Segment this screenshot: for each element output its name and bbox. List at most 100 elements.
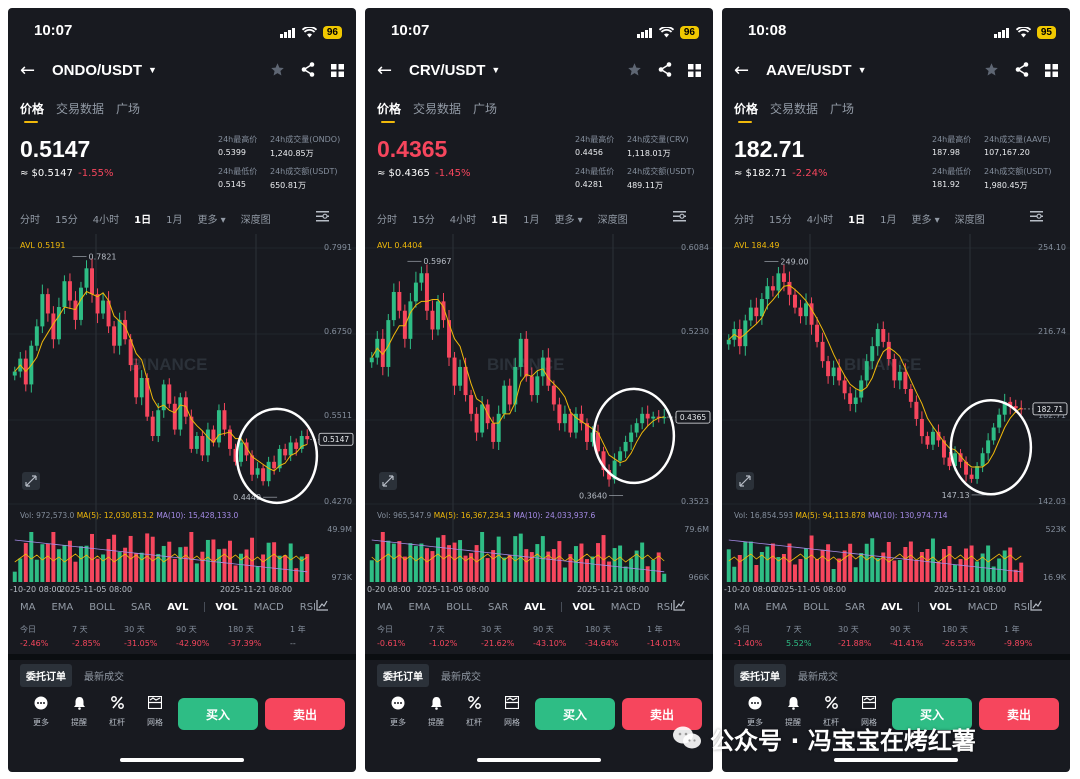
sell-button[interactable]: 卖出	[265, 698, 345, 730]
interval-depth[interactable]: 深度图	[597, 215, 628, 226]
pair-selector[interactable]: ONDO/USDT ▼	[52, 62, 157, 79]
indicator-macd[interactable]: MACD	[610, 601, 641, 613]
indicator-ema[interactable]: EMA	[408, 601, 431, 613]
buy-button[interactable]: 买入	[178, 698, 258, 730]
interval-1m[interactable]: 1月	[523, 215, 540, 226]
interval-depth[interactable]: 深度图	[954, 215, 985, 226]
star-icon[interactable]	[984, 62, 999, 81]
indicator-rsi[interactable]: RSI	[299, 601, 316, 613]
tab-open-orders[interactable]: 委托订单	[377, 664, 429, 687]
back-arrow-icon[interactable]: ←	[377, 60, 393, 81]
indicator-avl[interactable]: AVL	[167, 601, 189, 613]
action-more[interactable]: 更多	[736, 696, 774, 728]
indicator-macd[interactable]: MACD	[253, 601, 284, 613]
chart-settings-icon[interactable]	[673, 210, 686, 225]
sell-button[interactable]: 卖出	[979, 698, 1059, 730]
tab-trade-data[interactable]: 交易数据	[56, 102, 105, 116]
indicator-settings-icon[interactable]	[1030, 600, 1042, 614]
expand-icon[interactable]	[22, 472, 40, 490]
pair-selector[interactable]: AAVE/USDT ▼	[766, 62, 866, 79]
interval-1m[interactable]: 1月	[166, 215, 183, 226]
tab-latest-trades[interactable]: 最新成交	[84, 672, 124, 683]
tab-price[interactable]: 价格	[734, 102, 759, 123]
layout-grid-icon[interactable]	[1045, 62, 1058, 81]
sell-button[interactable]: 卖出	[622, 698, 702, 730]
interval-15m[interactable]: 15分	[769, 215, 792, 226]
action-grid[interactable]: 网格	[493, 695, 531, 728]
action-more[interactable]: 更多	[379, 696, 417, 728]
action-percent[interactable]: 杠杆	[455, 696, 493, 728]
indicator-boll[interactable]: BOLL	[446, 601, 472, 613]
interval-15m[interactable]: 15分	[55, 215, 78, 226]
indicator-ma[interactable]: MA	[734, 601, 750, 613]
share-icon[interactable]	[658, 62, 672, 81]
interval-time[interactable]: 分时	[377, 215, 397, 226]
tab-square[interactable]: 广场	[116, 102, 141, 116]
indicator-rsi[interactable]: RSI	[1013, 601, 1030, 613]
indicator-boll[interactable]: BOLL	[803, 601, 829, 613]
interval-4h[interactable]: 4小时	[449, 215, 477, 226]
indicator-macd[interactable]: MACD	[967, 601, 998, 613]
indicator-avl[interactable]: AVL	[881, 601, 903, 613]
buy-button[interactable]: 买入	[892, 698, 972, 730]
share-icon[interactable]	[1015, 62, 1029, 81]
star-icon[interactable]	[270, 62, 285, 81]
action-grid[interactable]: 网格	[850, 695, 888, 728]
indicator-settings-icon[interactable]	[673, 600, 685, 614]
kline-chart[interactable]: BINANCE AVL 184.49 254.10 216.74 182.71 142.0…	[722, 234, 1070, 594]
expand-icon[interactable]	[736, 472, 754, 490]
interval-depth[interactable]: 深度图	[240, 215, 271, 226]
interval-1d[interactable]: 1日	[848, 215, 866, 226]
tab-square[interactable]: 广场	[473, 102, 498, 116]
indicator-sar[interactable]: SAR	[844, 601, 866, 613]
action-bell[interactable]: 提醒	[774, 696, 812, 728]
layout-grid-icon[interactable]	[331, 62, 344, 81]
tab-price[interactable]: 价格	[377, 102, 402, 123]
indicator-ma[interactable]: MA	[377, 601, 393, 613]
buy-button[interactable]: 买入	[535, 698, 615, 730]
interval-1d[interactable]: 1日	[134, 215, 152, 226]
share-icon[interactable]	[301, 62, 315, 81]
interval-time[interactable]: 分时	[20, 215, 40, 226]
pair-selector[interactable]: CRV/USDT ▼	[409, 62, 500, 79]
tab-trade-data[interactable]: 交易数据	[413, 102, 462, 116]
indicator-vol[interactable]: VOL	[572, 601, 595, 613]
indicator-settings-icon[interactable]	[316, 600, 328, 614]
indicator-ema[interactable]: EMA	[765, 601, 788, 613]
tab-price[interactable]: 价格	[20, 102, 45, 123]
action-bell[interactable]: 提醒	[60, 696, 98, 728]
back-arrow-icon[interactable]: ←	[734, 60, 750, 81]
indicator-avl[interactable]: AVL	[524, 601, 546, 613]
action-bell[interactable]: 提醒	[417, 696, 455, 728]
action-percent[interactable]: 杠杆	[98, 696, 136, 728]
interval-4h[interactable]: 4小时	[92, 215, 120, 226]
action-grid[interactable]: 网格	[136, 695, 174, 728]
star-icon[interactable]	[627, 62, 642, 81]
indicator-vol[interactable]: VOL	[929, 601, 952, 613]
tab-latest-trades[interactable]: 最新成交	[441, 672, 481, 683]
interval-more[interactable]: 更多 ▾	[197, 215, 226, 226]
interval-4h[interactable]: 4小时	[806, 215, 834, 226]
chart-settings-icon[interactable]	[316, 210, 329, 225]
action-percent[interactable]: 杠杆	[812, 696, 850, 728]
indicator-ema[interactable]: EMA	[51, 601, 74, 613]
indicator-sar[interactable]: SAR	[487, 601, 509, 613]
tab-square[interactable]: 广场	[830, 102, 855, 116]
interval-15m[interactable]: 15分	[412, 215, 435, 226]
interval-1m[interactable]: 1月	[880, 215, 897, 226]
interval-more[interactable]: 更多 ▾	[911, 215, 940, 226]
interval-more[interactable]: 更多 ▾	[554, 215, 583, 226]
back-arrow-icon[interactable]: ←	[20, 60, 36, 81]
tab-open-orders[interactable]: 委托订单	[20, 664, 72, 687]
layout-grid-icon[interactable]	[688, 62, 701, 81]
chart-settings-icon[interactable]	[1030, 210, 1043, 225]
interval-1d[interactable]: 1日	[491, 215, 509, 226]
indicator-boll[interactable]: BOLL	[89, 601, 115, 613]
tab-latest-trades[interactable]: 最新成交	[798, 672, 838, 683]
tab-trade-data[interactable]: 交易数据	[770, 102, 819, 116]
expand-icon[interactable]	[379, 472, 397, 490]
action-more[interactable]: 更多	[22, 696, 60, 728]
indicator-rsi[interactable]: RSI	[656, 601, 673, 613]
indicator-ma[interactable]: MA	[20, 601, 36, 613]
